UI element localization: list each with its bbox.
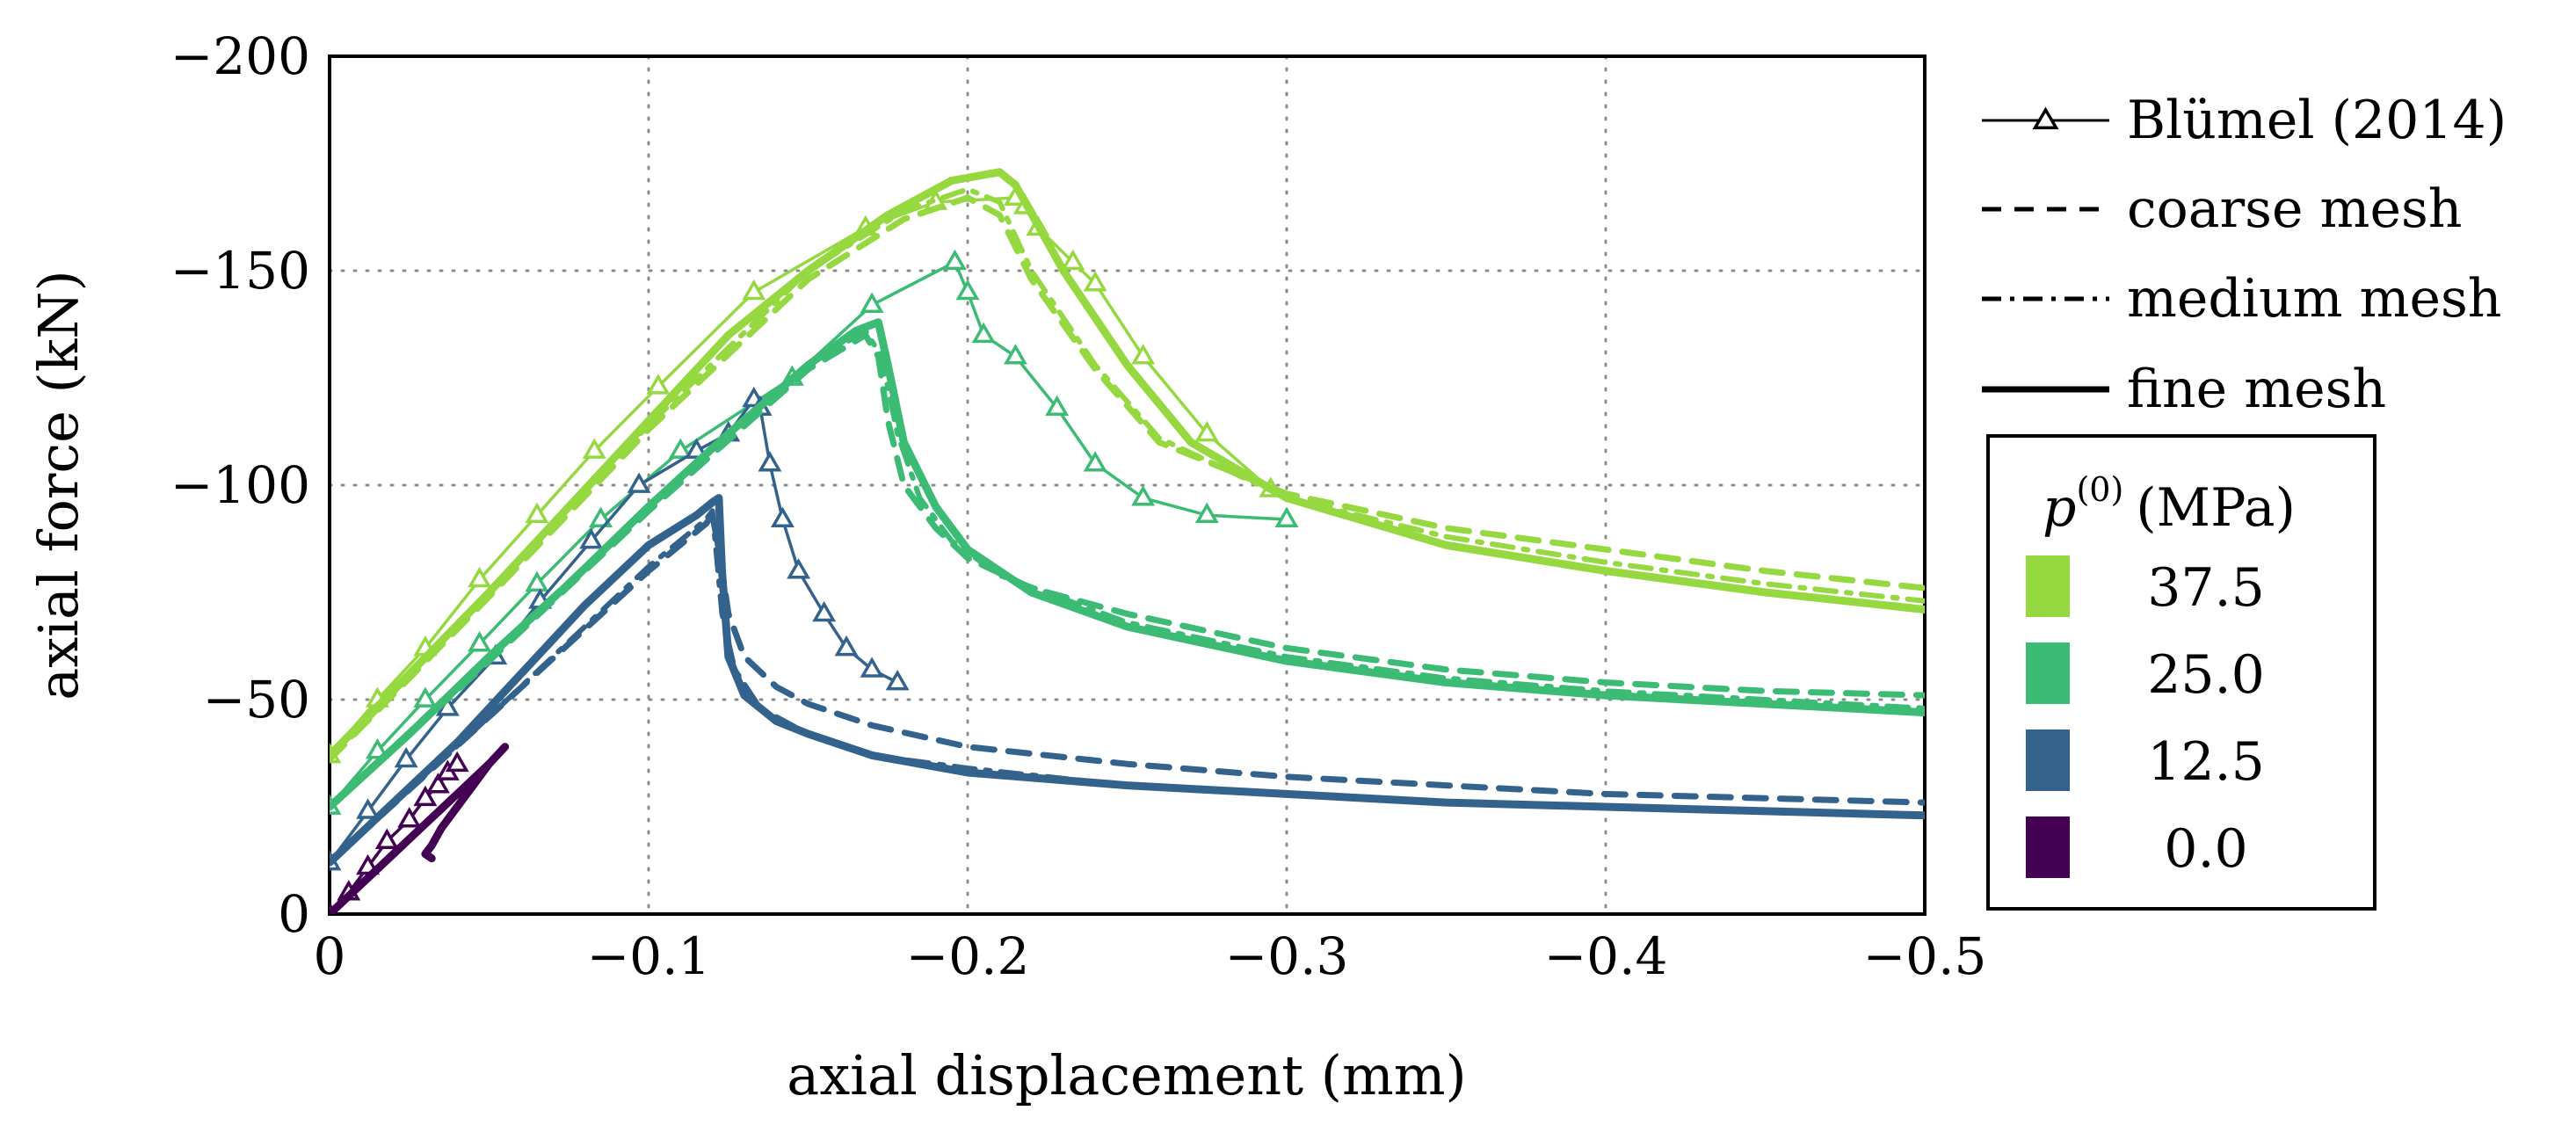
x-tick-label: 0 xyxy=(314,926,346,986)
pressure-unit: (MPa) xyxy=(2136,477,2296,539)
data-point-marker xyxy=(579,527,604,549)
style-legend: Blümel (2014) coarse mesh medium mesh fine … xyxy=(1982,90,2507,420)
series-line-solid-25_0 xyxy=(330,318,1925,811)
pressure-label: 0.0 xyxy=(2164,818,2247,880)
series-line-dashdot-37_5 xyxy=(330,186,1925,763)
data-point-marker xyxy=(1274,506,1299,527)
x-tick-label: −0.2 xyxy=(906,926,1030,986)
data-point-marker xyxy=(860,657,884,678)
y-axis-title: axial force (kN) xyxy=(26,270,91,700)
series-line-solid-37_5 xyxy=(330,168,1925,759)
data-point-marker xyxy=(1194,420,1219,442)
data-point-marker xyxy=(425,773,450,794)
series-line-dashdot-12_5 xyxy=(330,508,1925,866)
data-point-marker xyxy=(971,322,996,344)
y-tick-label: −200 xyxy=(171,26,310,86)
tick-labels: 0 −0.1 −0.2 −0.3 −0.4 −0.5 0 −50 −100 −150 −200 xyxy=(171,26,1987,986)
style-legend-label: Blümel (2014) xyxy=(2127,90,2507,151)
series-layer xyxy=(330,168,1925,914)
series-line-dashdot-25_0 xyxy=(330,328,1925,809)
data-point-marker xyxy=(758,451,782,472)
data-point-marker xyxy=(1194,502,1219,524)
data-point-marker xyxy=(787,558,811,579)
x-axis-title: axial displacement (mm) xyxy=(787,1043,1467,1107)
style-legend-label: fine mesh xyxy=(2127,359,2386,420)
pressure-swatch xyxy=(2026,555,2070,617)
data-point-marker xyxy=(589,506,613,527)
y-tick-label: −150 xyxy=(171,241,310,301)
data-point-marker xyxy=(374,828,399,849)
data-point-marker xyxy=(627,472,651,493)
x-tick-label: −0.1 xyxy=(587,926,711,986)
data-point-marker xyxy=(943,249,967,271)
style-legend-label: medium mesh xyxy=(2127,268,2501,330)
style-legend-label: coarse mesh xyxy=(2127,178,2462,240)
pressure-legend-entries: 37.5 25.0 12.5 0.0 xyxy=(2026,555,2265,880)
pressure-legend-box xyxy=(1986,434,2376,911)
data-point-marker xyxy=(1003,344,1027,365)
y-tick-label: 0 xyxy=(278,884,310,944)
pressure-swatch xyxy=(2026,642,2070,704)
series-line-dashed-12_5 xyxy=(330,512,1925,866)
data-point-marker xyxy=(668,438,693,459)
data-point-marker xyxy=(860,292,884,313)
data-point-marker xyxy=(1045,395,1070,417)
pressure-swatch xyxy=(2026,729,2070,791)
data-point-marker xyxy=(955,279,980,301)
data-point-marker xyxy=(468,566,492,588)
style-legend-marker xyxy=(2032,106,2059,130)
x-tick-label: −0.4 xyxy=(1544,926,1668,986)
data-point-marker xyxy=(1083,271,1107,292)
pressure-legend: p(0) (MPa) 37.5 25.0 12.5 0.0 xyxy=(1986,434,2376,911)
x-tick-label: −0.5 xyxy=(1863,926,1987,986)
data-point-marker xyxy=(684,438,708,459)
data-point-marker xyxy=(812,600,837,622)
pressure-label: 12.5 xyxy=(2147,731,2265,793)
data-point-marker xyxy=(413,686,438,708)
data-point-marker xyxy=(525,570,549,592)
pressure-swatch xyxy=(2026,817,2070,878)
data-point-marker xyxy=(468,631,492,652)
series-line-dashed-25_0 xyxy=(330,331,1925,810)
data-point-marker xyxy=(397,807,422,828)
y-tick-label: −100 xyxy=(171,455,310,515)
pressure-label: 25.0 xyxy=(2147,644,2265,706)
pressure-superscript: (0) xyxy=(2076,470,2123,509)
pressure-legend-title: p(0) (MPa) xyxy=(2043,470,2296,539)
plot-frame xyxy=(328,54,1927,916)
pressure-label: 37.5 xyxy=(2147,557,2265,619)
data-point-marker xyxy=(770,506,795,527)
series-line-dashed-37_5 xyxy=(330,194,1925,763)
data-point-marker xyxy=(582,438,606,459)
data-point-marker xyxy=(834,635,859,657)
data-point-marker xyxy=(525,502,549,524)
pressure-symbol: p xyxy=(2043,477,2076,539)
data-point-marker xyxy=(413,785,438,807)
data-point-marker xyxy=(1131,485,1156,506)
series-line-solid-0_0 xyxy=(330,743,510,914)
data-point-marker xyxy=(1061,249,1085,271)
data-point-marker xyxy=(646,374,671,395)
data-point-marker xyxy=(885,669,910,691)
data-point-marker xyxy=(445,751,469,773)
data-point-marker xyxy=(394,746,418,768)
data-point-marker xyxy=(1083,451,1107,472)
data-point-marker xyxy=(1131,344,1156,365)
y-tick-label: −50 xyxy=(203,670,310,729)
x-tick-label: −0.3 xyxy=(1225,926,1349,986)
data-point-marker xyxy=(365,738,389,759)
data-point-marker xyxy=(356,798,381,819)
data-point-marker xyxy=(742,279,766,301)
